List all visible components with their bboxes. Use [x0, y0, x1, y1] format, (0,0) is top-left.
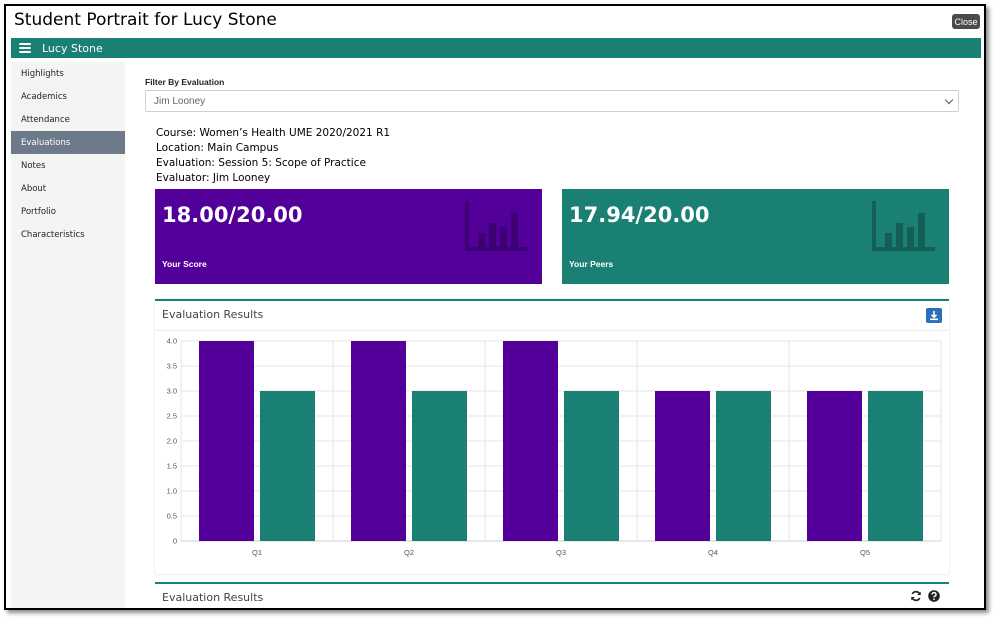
y-tick-label: 3.5 — [167, 362, 177, 371]
close-button[interactable]: Close — [952, 14, 980, 29]
bar-q5-series-1 — [807, 391, 862, 541]
y-tick-label: 0 — [173, 537, 177, 546]
peer-score-value: 17.94/20.00 — [569, 203, 710, 227]
sidebar-item-attendance[interactable]: Attendance — [21, 114, 70, 125]
course-text: Course: Women’s Health UME 2020/2021 R1 — [156, 127, 391, 139]
header-bar: Lucy Stone — [11, 38, 981, 58]
x-tick-label: Q1 — [252, 548, 262, 557]
y-tick-label: 0.5 — [167, 512, 177, 521]
app-window: Student Portrait for Lucy Stone Close Lu… — [4, 4, 986, 610]
sidebar-item-characteristics[interactable]: Characteristics — [21, 229, 85, 240]
location-text: Location: Main Campus — [156, 142, 279, 154]
filter-label: Filter By Evaluation — [145, 77, 225, 87]
y-tick-label: 2.0 — [167, 437, 177, 446]
y-tick-label: 1.0 — [167, 487, 177, 496]
sidebar-item-evaluations[interactable]: Evaluations — [11, 131, 125, 154]
evaluation-results-chart: 0 0.5 1.0 1.5 2.0 2.5 3.0 3.5 4.0 Q1 Q2 Q3 Q4 Q5 — [167, 337, 942, 557]
y-tick-label: 1.5 — [167, 462, 177, 471]
sidebar-item-academics[interactable]: Academics — [21, 91, 67, 102]
bar-q4-series-2 — [716, 391, 771, 541]
refresh-icon[interactable] — [910, 590, 922, 602]
bar-chart-icon — [465, 201, 528, 251]
evaluator-text: Evaluator: Jim Looney — [156, 172, 271, 184]
window-title: Student Portrait for Lucy Stone — [14, 10, 277, 30]
title-bar: Student Portrait for Lucy Stone Close — [6, 6, 984, 38]
bar-chart-icon — [872, 201, 935, 251]
evaluation-text: Evaluation: Session 5: Scope of Practice — [156, 157, 366, 169]
y-tick-label: 3.0 — [167, 387, 177, 396]
bar-q3-series-1 — [503, 341, 558, 541]
your-score-value: 18.00/20.00 — [162, 203, 303, 227]
x-tick-label: Q3 — [556, 548, 566, 557]
evaluation-results-panel-2: Evaluation Results — [155, 582, 949, 608]
help-icon[interactable] — [928, 590, 940, 602]
y-tick-label: 4.0 — [167, 337, 177, 346]
your-score-card: 18.00/20.00 Your Score — [155, 189, 542, 284]
bar-q5-series-2 — [868, 391, 923, 541]
sidebar-item-about[interactable]: About — [21, 183, 47, 194]
bar-q4-series-1 — [655, 391, 710, 541]
main-content: Filter By Evaluation Jim Looney Course: … — [125, 62, 981, 608]
your-score-label: Your Score — [162, 259, 207, 269]
bar-q1-series-2 — [260, 391, 315, 541]
bar-q3-series-2 — [564, 391, 619, 541]
student-name: Lucy Stone — [42, 41, 103, 55]
sidebar-item-notes[interactable]: Notes — [21, 160, 46, 171]
hamburger-icon[interactable] — [19, 43, 31, 53]
bar-q1-series-1 — [199, 341, 254, 541]
x-tick-label: Q4 — [708, 548, 718, 557]
download-button[interactable] — [926, 308, 942, 323]
evaluation-select-value: Jim Looney — [154, 95, 206, 107]
panel-title-2: Evaluation Results — [162, 591, 264, 604]
chevron-down-icon — [944, 95, 954, 105]
bar-q2-series-1 — [351, 341, 406, 541]
download-icon — [930, 311, 938, 321]
peer-score-label: Your Peers — [569, 259, 614, 269]
y-tick-label: 2.5 — [167, 412, 177, 421]
evaluation-info: Course: Women’s Health UME 2020/2021 R1 … — [156, 126, 390, 186]
x-tick-label: Q2 — [404, 548, 414, 557]
sidebar-item-portfolio[interactable]: Portfolio — [21, 206, 56, 217]
evaluation-select[interactable]: Jim Looney — [145, 90, 959, 112]
sidebar: Highlights Academics Attendance Evaluati… — [11, 62, 125, 608]
x-tick-label: Q5 — [860, 548, 870, 557]
peer-score-card: 17.94/20.00 Your Peers — [562, 189, 949, 284]
bar-q2-series-2 — [412, 391, 467, 541]
evaluation-results-panel: Evaluation Results 0 0.5 1.0 1.5 2.0 2.5 3.0 3.… — [155, 299, 949, 574]
sidebar-item-highlights[interactable]: Highlights — [21, 68, 64, 79]
panel-title: Evaluation Results — [162, 308, 264, 321]
